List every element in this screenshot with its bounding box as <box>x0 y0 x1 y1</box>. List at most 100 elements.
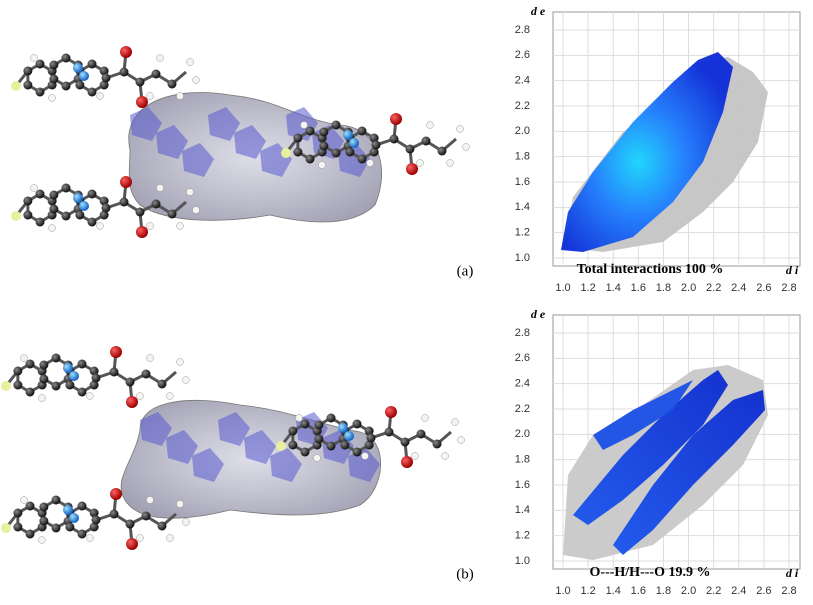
atom <box>35 87 45 97</box>
y-tick-label: 2.0 <box>515 125 530 137</box>
x-axis-label: d i <box>786 263 799 277</box>
atom <box>300 419 310 429</box>
atom <box>11 211 21 221</box>
x-tick-label: 1.0 <box>555 282 570 294</box>
point-cloud <box>561 52 733 252</box>
surface-patch <box>244 430 276 464</box>
atom <box>109 509 119 519</box>
atom <box>35 217 45 227</box>
atom <box>125 377 135 387</box>
atom <box>39 374 49 384</box>
atom <box>300 447 310 457</box>
molecule <box>11 176 200 238</box>
x-tick-label: 2.8 <box>781 585 796 597</box>
molecule <box>1 346 190 408</box>
atom <box>109 367 119 377</box>
atom <box>69 513 79 523</box>
atom <box>344 431 354 441</box>
atom <box>75 210 85 220</box>
plot-caption: Total interactions 100 % <box>577 262 724 277</box>
atom <box>364 440 374 450</box>
atom <box>166 392 174 400</box>
atom <box>167 209 177 219</box>
x-axis-label: d i <box>786 566 799 580</box>
atom <box>49 204 59 214</box>
y-tick-label: 1.6 <box>515 176 530 188</box>
atom <box>89 380 99 390</box>
atom <box>406 163 418 175</box>
atom <box>20 354 28 362</box>
atom <box>79 201 89 211</box>
atom <box>73 63 83 73</box>
atom <box>13 522 23 532</box>
atom <box>61 53 71 63</box>
atom <box>146 222 154 230</box>
point-cloud <box>593 380 693 450</box>
y-axis-label: d e <box>531 4 546 18</box>
atom <box>416 429 426 439</box>
y-tick-label: 2.0 <box>515 428 530 440</box>
atom <box>125 519 135 529</box>
atom <box>345 147 355 157</box>
atom <box>23 66 33 76</box>
atom <box>126 538 138 550</box>
atom <box>366 433 376 443</box>
atom <box>77 529 87 539</box>
atom <box>63 363 73 373</box>
atom <box>49 74 59 84</box>
atom <box>39 516 49 526</box>
atom <box>86 534 94 542</box>
atom <box>51 353 61 363</box>
x-tick-label: 1.6 <box>631 585 646 597</box>
atom <box>432 439 442 449</box>
atom <box>146 92 154 100</box>
atom <box>77 387 87 397</box>
atom <box>136 96 148 108</box>
atom <box>30 184 38 192</box>
surface-patch <box>166 430 198 464</box>
y-tick-label: 1.6 <box>515 479 530 491</box>
atom <box>331 148 341 158</box>
atom <box>119 197 129 207</box>
atom <box>462 143 470 151</box>
atom <box>91 515 101 525</box>
atom <box>99 210 109 220</box>
atom <box>35 189 45 199</box>
x-tick-label: 1.4 <box>606 282 621 294</box>
atom <box>318 161 326 169</box>
atom <box>120 176 132 188</box>
atom <box>87 87 97 97</box>
atom <box>77 359 87 369</box>
atom <box>192 76 200 84</box>
atom <box>89 508 99 518</box>
atom <box>99 196 109 206</box>
atom <box>30 54 38 62</box>
atom <box>357 154 367 164</box>
atom <box>35 59 45 69</box>
surface-patch <box>218 412 250 446</box>
x-tick-label: 1.0 <box>555 585 570 597</box>
atom <box>340 440 350 450</box>
molecule <box>1 488 190 550</box>
atom <box>120 46 132 58</box>
atom <box>51 523 61 533</box>
atom <box>48 94 56 102</box>
atom <box>176 500 184 508</box>
atom <box>69 371 79 381</box>
point-cloud <box>613 390 765 555</box>
atom <box>157 521 167 531</box>
y-tick-label: 2.2 <box>515 403 530 415</box>
atom <box>110 488 122 500</box>
surface-patch <box>234 125 266 159</box>
x-tick-label: 2.6 <box>756 282 771 294</box>
molecule <box>276 406 465 468</box>
atom <box>331 120 341 130</box>
atom <box>400 437 410 447</box>
atom <box>87 189 97 199</box>
atom <box>456 125 464 133</box>
atom <box>326 441 336 451</box>
atom <box>451 418 459 426</box>
atom <box>319 127 329 137</box>
surface-patch <box>208 107 240 141</box>
atom <box>352 419 362 429</box>
